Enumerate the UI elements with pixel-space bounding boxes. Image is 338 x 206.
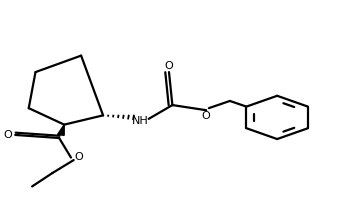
Text: O: O [165, 61, 173, 71]
Text: O: O [3, 130, 12, 140]
Polygon shape [57, 125, 64, 135]
Text: O: O [202, 111, 211, 121]
Text: O: O [74, 152, 83, 162]
Text: NH: NH [132, 116, 149, 125]
